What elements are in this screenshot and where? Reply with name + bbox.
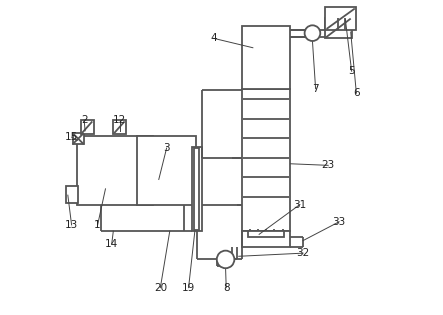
Text: 8: 8 xyxy=(223,283,229,293)
Text: 3: 3 xyxy=(163,143,170,153)
Text: 19: 19 xyxy=(182,283,195,293)
Text: 12: 12 xyxy=(113,115,126,125)
Bar xyxy=(325,7,356,31)
Text: 6: 6 xyxy=(353,88,360,98)
Text: 32: 32 xyxy=(296,248,310,258)
Bar xyxy=(77,135,152,204)
Text: 7: 7 xyxy=(312,83,319,94)
Bar xyxy=(242,26,291,89)
Bar xyxy=(66,186,78,203)
Text: 1: 1 xyxy=(94,220,101,230)
Text: 31: 31 xyxy=(293,199,307,209)
Text: 15: 15 xyxy=(65,132,78,142)
Text: 2: 2 xyxy=(81,115,87,125)
Text: 14: 14 xyxy=(105,239,118,249)
Bar xyxy=(325,18,352,38)
Bar xyxy=(192,146,202,231)
Bar xyxy=(73,133,84,144)
Bar xyxy=(248,231,284,237)
Bar xyxy=(242,231,291,247)
Text: 33: 33 xyxy=(333,217,346,227)
Text: 4: 4 xyxy=(210,33,217,43)
Text: 23: 23 xyxy=(322,160,335,170)
Bar xyxy=(81,120,93,134)
Text: 5: 5 xyxy=(348,66,355,76)
Bar xyxy=(137,135,196,204)
Bar xyxy=(113,120,126,134)
Bar xyxy=(242,89,291,231)
Bar xyxy=(194,148,199,230)
Text: 20: 20 xyxy=(154,283,167,293)
Circle shape xyxy=(217,251,234,268)
Circle shape xyxy=(305,25,320,41)
Text: 13: 13 xyxy=(65,220,78,230)
